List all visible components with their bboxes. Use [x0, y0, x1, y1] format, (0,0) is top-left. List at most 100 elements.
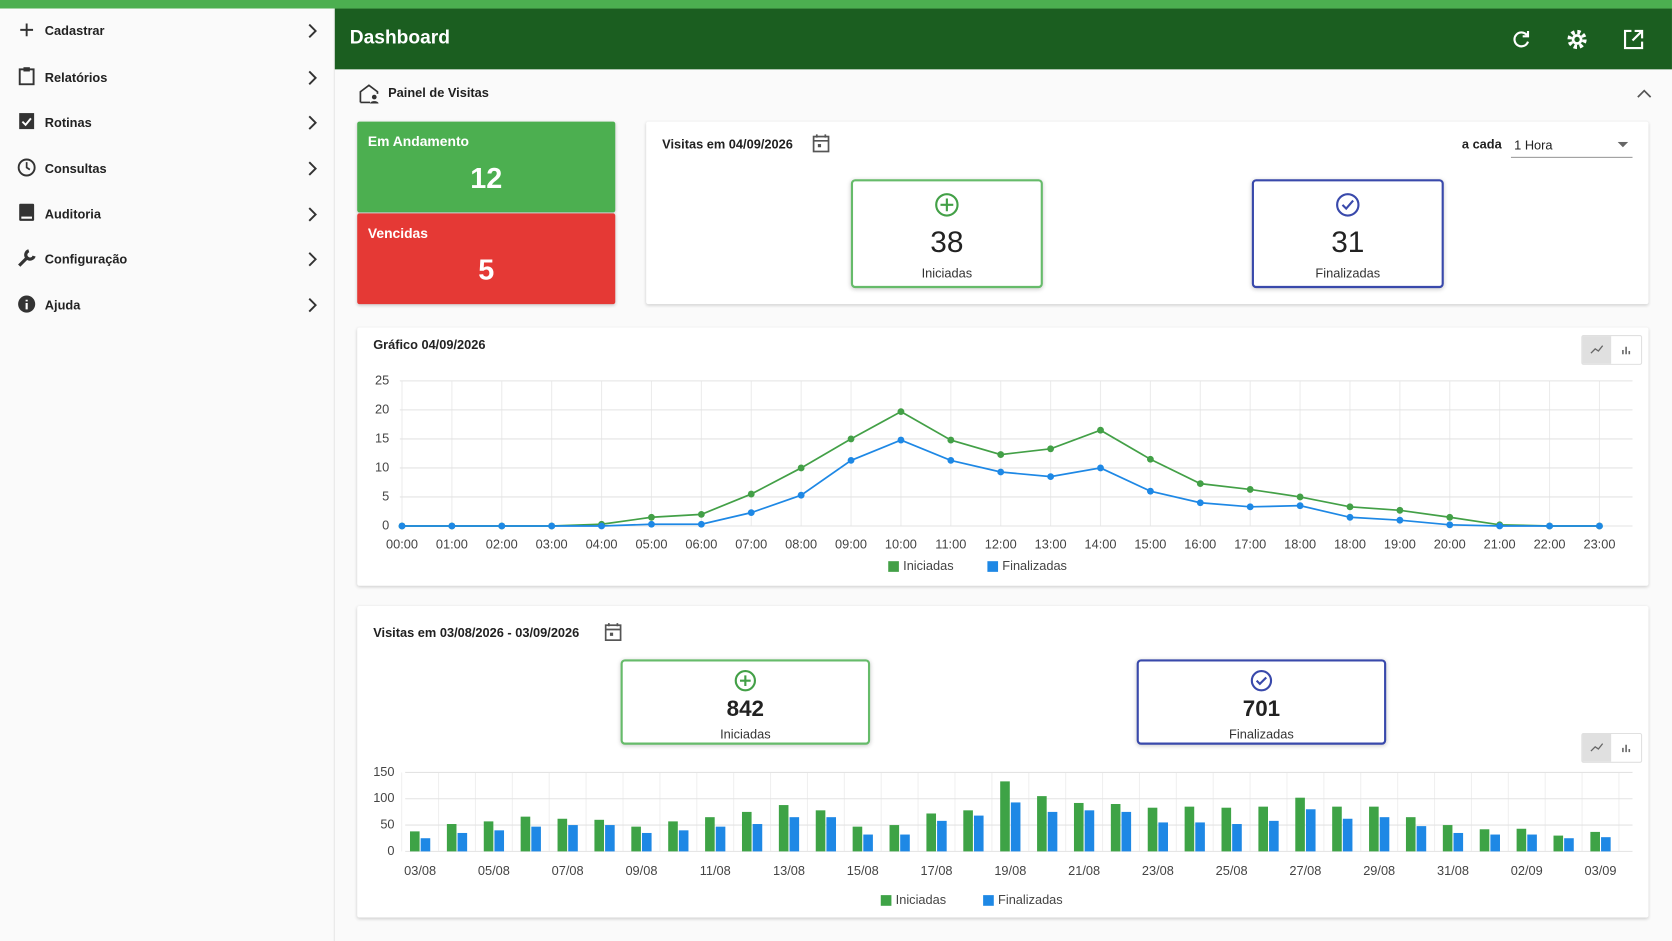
x-tick-label: 09/08: [625, 863, 657, 878]
bar: [715, 826, 726, 852]
icon-add-circle: [935, 193, 959, 217]
x-tick-label: 12:00: [985, 537, 1017, 552]
menu-item[interactable]: Rotinas: [0, 101, 334, 144]
x-tick-label: 14:00: [1085, 537, 1117, 552]
calendar-button[interactable]: [812, 133, 830, 153]
status-label: Vencidas: [367, 225, 428, 242]
data-point: [997, 451, 1005, 459]
x-tick-label: 17:00: [1234, 537, 1266, 552]
line-chart: Gráfico 04/09/2026 0 5 10 15 20 25 00:00 01:00 02…: [373, 337, 1633, 573]
legend-swatch: [983, 895, 994, 906]
x-tick-label: 16:00: [1184, 537, 1216, 552]
x-tick-label: 05:00: [635, 537, 667, 552]
bar: [1037, 796, 1047, 852]
y-tick-label: 25: [375, 372, 389, 387]
x-tick-label: 08:00: [785, 537, 817, 552]
data-point: [448, 522, 456, 530]
legend-swatch: [880, 895, 892, 906]
bar: [1490, 834, 1500, 852]
menu-label: Auditoria: [44, 206, 101, 222]
bar: [1010, 802, 1021, 852]
bar: [937, 820, 947, 852]
y-tick-label: 50: [380, 816, 394, 831]
menu-item[interactable]: Auditoria: [0, 193, 334, 236]
bar: [1221, 807, 1232, 852]
bar: [557, 818, 568, 852]
bar: [1379, 817, 1390, 852]
line-toggle[interactable]: [1582, 734, 1612, 762]
status-card: Em Andamento 12: [357, 121, 616, 213]
bar: [752, 824, 763, 852]
interval-select[interactable]: 1 Hora: [1510, 132, 1633, 158]
bar: [631, 826, 641, 852]
collapse-button[interactable]: [1637, 89, 1652, 100]
menu-item[interactable]: Relatórios: [0, 57, 334, 100]
x-tick-label: 03/08: [404, 863, 436, 878]
data-point: [797, 491, 805, 499]
legend-swatch: [888, 561, 899, 572]
x-tick-label: 11/08: [700, 863, 731, 878]
bar: [1453, 832, 1464, 852]
panel-title: Painel de Visitas: [388, 85, 489, 101]
line-toggle[interactable]: [1582, 336, 1612, 364]
menu-item[interactable]: Cadastrar: [0, 10, 334, 53]
summary-label: Iniciadas: [921, 265, 973, 281]
x-tick-label: 10:00: [885, 537, 917, 552]
menu-item[interactable]: Ajuda: [0, 284, 334, 327]
daily-title: Visitas em 04/09/2026: [662, 136, 793, 152]
x-tick-label: 23/08: [1142, 863, 1174, 878]
calendar-button[interactable]: [604, 622, 622, 641]
bar: [1184, 806, 1195, 852]
summary-label: Iniciadas: [720, 726, 771, 742]
bar: [1564, 838, 1574, 852]
y-tick-label: 100: [373, 790, 394, 805]
menu-label: Ajuda: [44, 297, 81, 313]
menu-label: Consultas: [44, 161, 107, 177]
bar: [778, 805, 789, 852]
data-point: [897, 408, 905, 416]
y-tick-label: 0: [387, 843, 394, 858]
data-point: [1097, 464, 1104, 472]
x-tick-label: 09:00: [835, 537, 867, 552]
menu-item[interactable]: Consultas: [0, 147, 334, 190]
data-point: [697, 510, 705, 518]
bar: [889, 825, 900, 852]
data-point: [947, 456, 955, 464]
chevron: [308, 207, 317, 222]
summary-card: 701 Finalizadas: [1136, 659, 1387, 745]
bar: [1342, 818, 1353, 852]
summary-card: 38 Iniciadas: [850, 179, 1043, 289]
summary-label: Finalizadas: [1229, 726, 1294, 742]
chevron: [308, 252, 317, 267]
x-tick-label: 25/08: [1216, 863, 1248, 878]
data-point: [1396, 516, 1404, 524]
bar-toggle[interactable]: [1612, 336, 1641, 364]
range-card: Visitas em 03/08/2026 - 03/09/2026 842 I…: [357, 605, 1649, 918]
chevron: [308, 115, 317, 130]
x-tick-label: 02/09: [1511, 863, 1543, 878]
settings-button[interactable]: [1565, 28, 1588, 51]
chart-toggle: [1581, 732, 1643, 763]
bar-toggle[interactable]: [1612, 734, 1641, 762]
x-tick-label: 19:00: [1384, 537, 1416, 552]
data-point: [1146, 487, 1154, 495]
bar: [705, 817, 715, 852]
x-tick-label: 18:00: [1284, 537, 1316, 552]
bar: [457, 832, 468, 852]
refresh-button[interactable]: [1511, 29, 1532, 50]
interval-value: 1 Hora: [1514, 137, 1553, 153]
chevron: [308, 23, 317, 39]
data-point: [598, 522, 605, 530]
open-external-button[interactable]: [1623, 29, 1644, 50]
bar: [641, 832, 652, 852]
bar: [420, 838, 431, 852]
daily-card: Visitas em 04/09/2026 a cada 1 Hora 38 I…: [646, 121, 1649, 305]
data-point: [1047, 473, 1055, 481]
bar: [1047, 811, 1058, 852]
bar: [1158, 822, 1168, 852]
menu-item[interactable]: Configuração: [0, 238, 334, 281]
x-tick-label: 13/08: [773, 863, 805, 878]
bar: [1332, 806, 1342, 852]
bar: [1527, 834, 1537, 852]
